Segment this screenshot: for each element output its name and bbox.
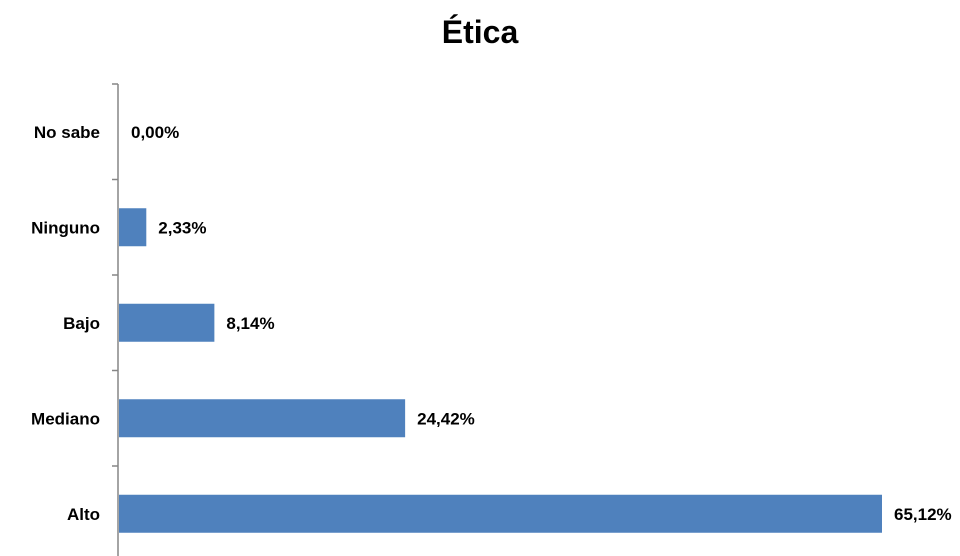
bar <box>119 494 882 533</box>
category-labels: No sabe Ninguno Bajo Mediano Alto <box>31 123 100 524</box>
category-label: Ninguno <box>31 218 100 237</box>
data-label: 2,33% <box>158 218 206 237</box>
data-label: 8,14% <box>226 314 274 333</box>
chart-title: Ética <box>441 14 519 50</box>
category-label: No sabe <box>34 123 100 142</box>
data-labels: 0,00% 2,33% 8,14% 24,42% 65,12% <box>131 123 952 524</box>
data-label: 65,12% <box>894 505 952 524</box>
bar <box>119 303 215 342</box>
data-label: 24,42% <box>417 409 475 428</box>
bars <box>119 208 882 533</box>
category-label: Mediano <box>31 409 100 428</box>
bar <box>119 399 406 438</box>
y-axis-ticks <box>112 83 118 467</box>
data-label: 0,00% <box>131 123 179 142</box>
category-label: Alto <box>67 505 100 524</box>
category-label: Bajo <box>63 314 100 333</box>
bar <box>119 208 147 247</box>
